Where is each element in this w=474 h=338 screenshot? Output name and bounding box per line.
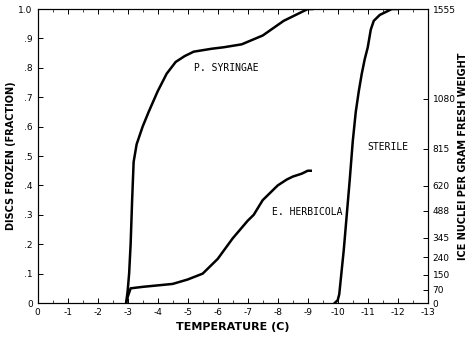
Y-axis label: DISCS FROZEN (FRACTION): DISCS FROZEN (FRACTION)	[6, 82, 16, 231]
Y-axis label: ICE NUCLEI PER GRAM FRESH WEIGHT: ICE NUCLEI PER GRAM FRESH WEIGHT	[458, 52, 468, 260]
Text: E. HERBICOLA: E. HERBICOLA	[272, 207, 342, 217]
Text: STERILE: STERILE	[368, 142, 409, 152]
Text: P. SYRINGAE: P. SYRINGAE	[194, 63, 258, 73]
X-axis label: TEMPERATURE (C): TEMPERATURE (C)	[176, 322, 290, 333]
